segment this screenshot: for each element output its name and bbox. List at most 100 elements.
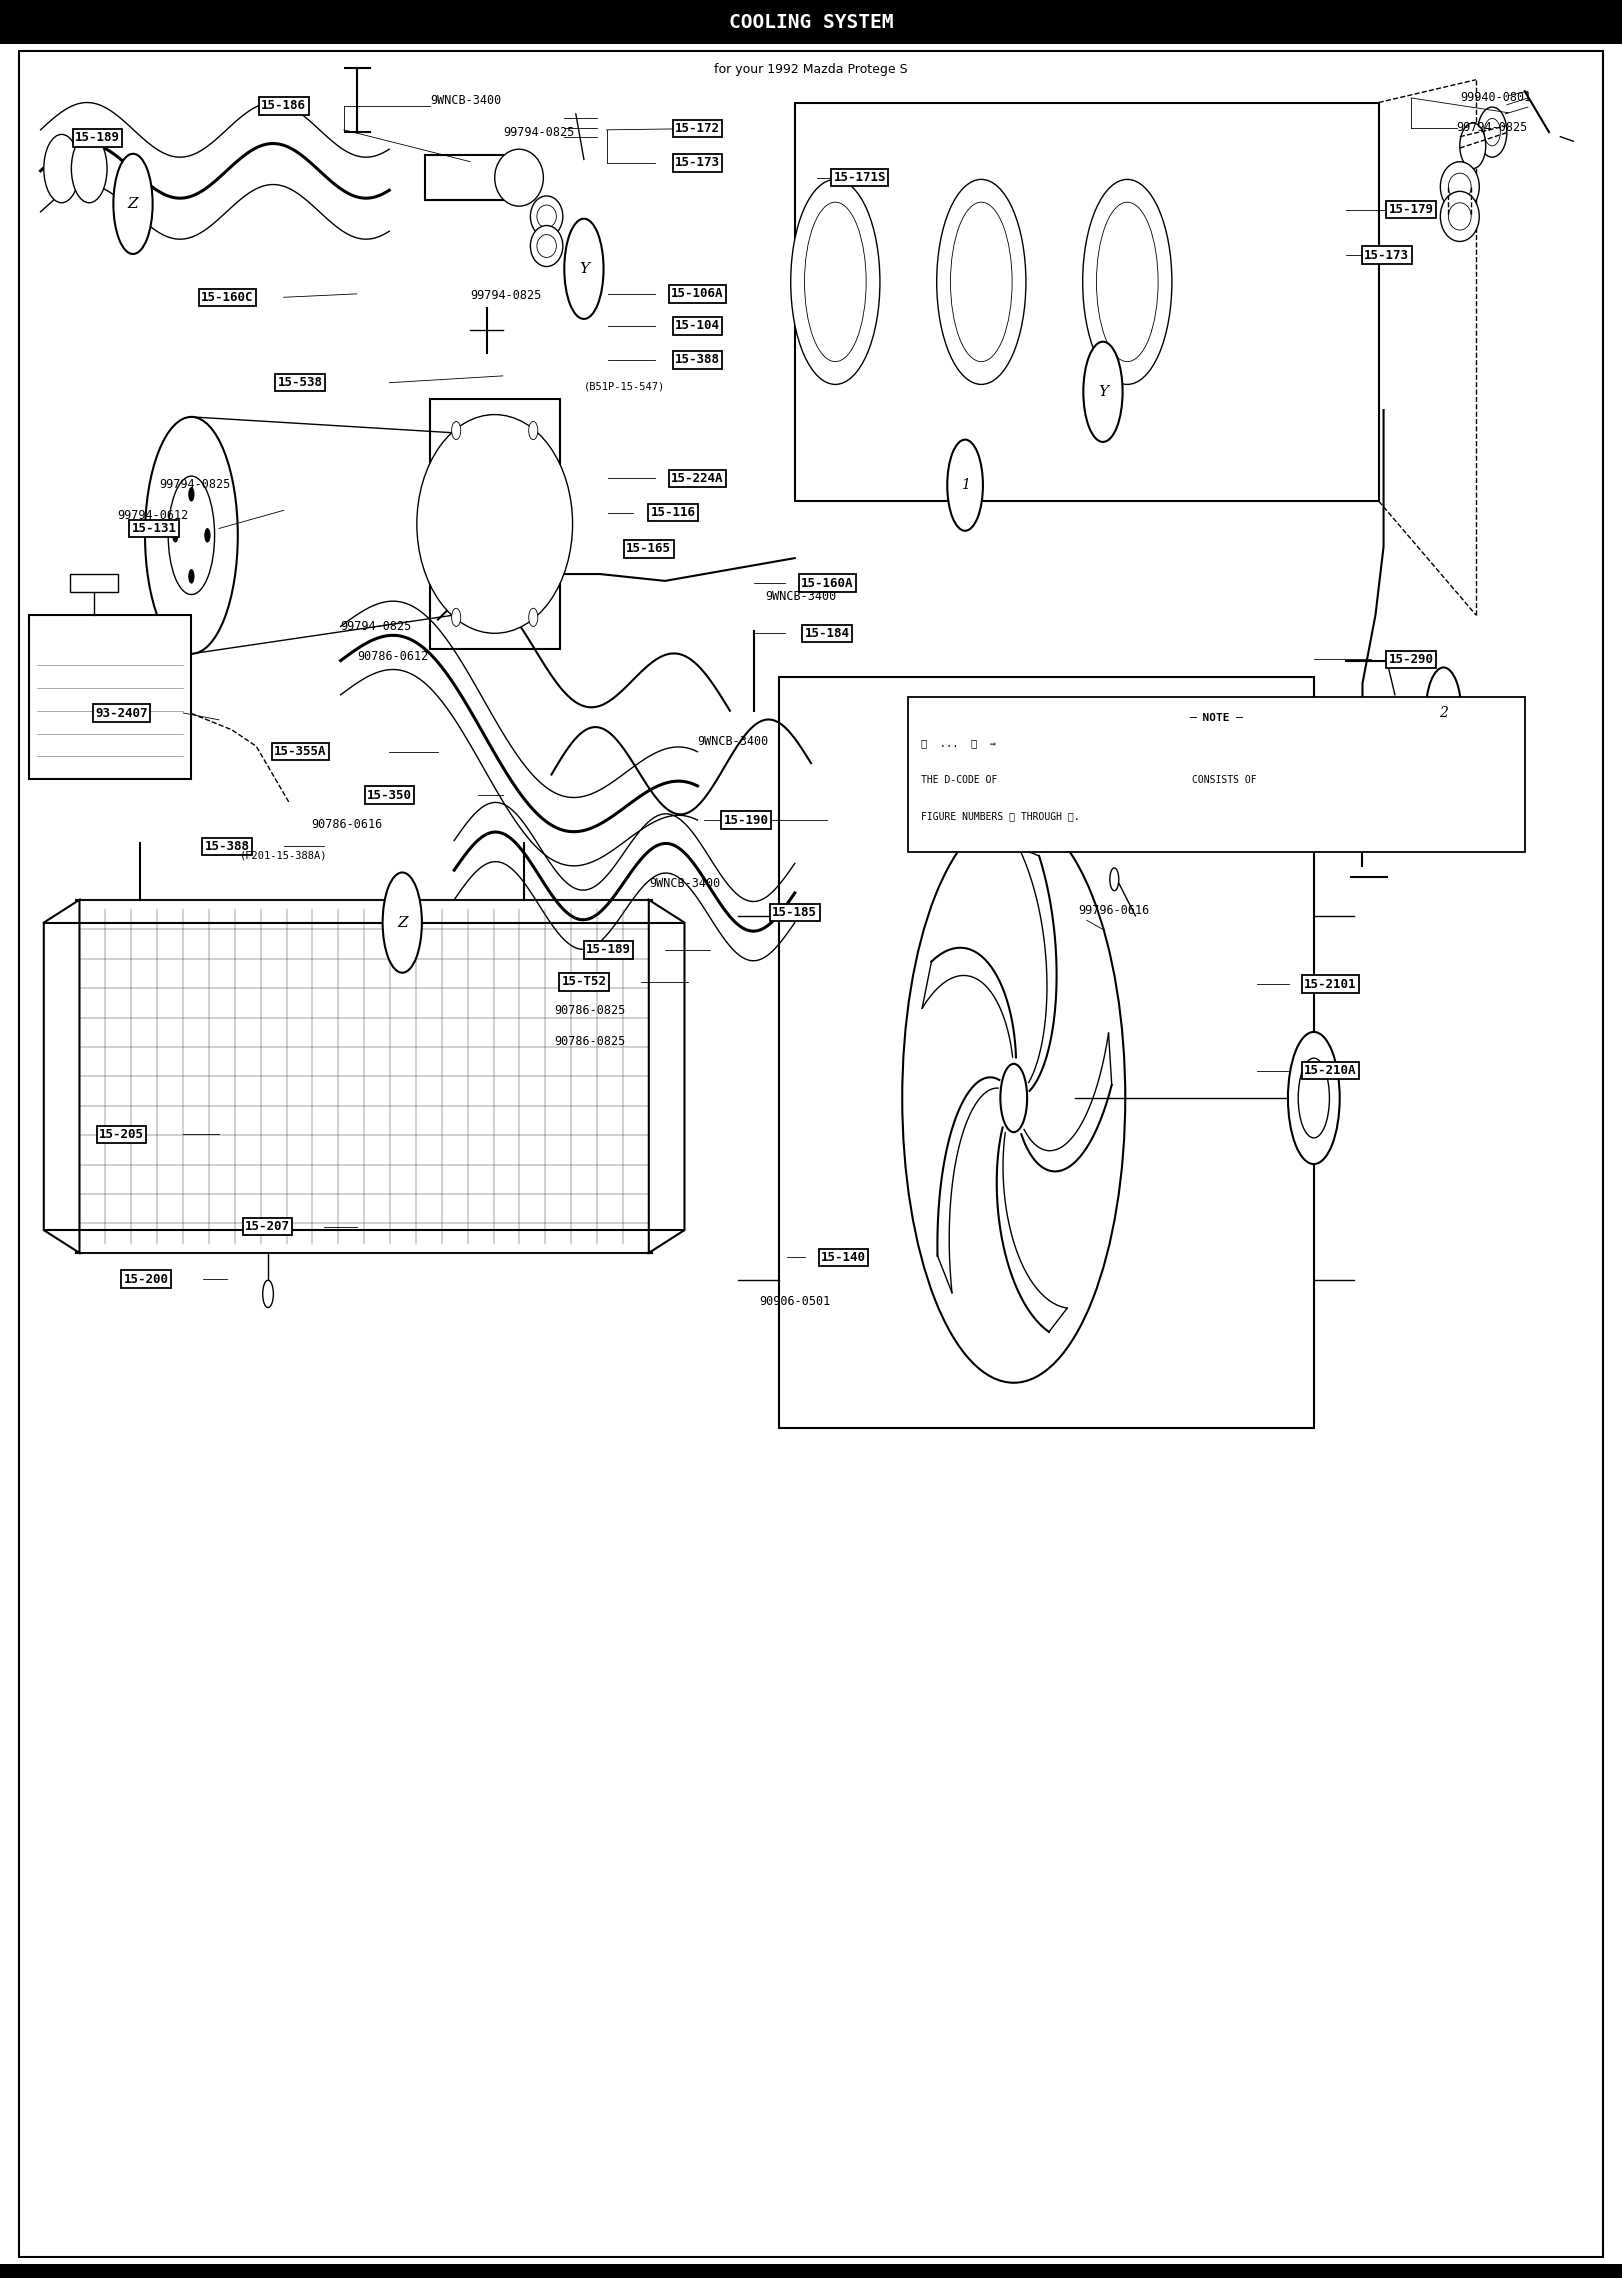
Ellipse shape <box>451 608 461 626</box>
Bar <box>29 615 191 779</box>
Text: 15-2101: 15-2101 <box>1304 977 1356 991</box>
Ellipse shape <box>383 872 422 973</box>
Text: 9WNCB-3400: 9WNCB-3400 <box>649 877 720 891</box>
Text: (B51P-15-547): (B51P-15-547) <box>584 380 665 392</box>
Text: 15-172: 15-172 <box>675 123 720 134</box>
Bar <box>430 399 560 649</box>
Text: for your 1992 Mazda Protege S: for your 1992 Mazda Protege S <box>714 62 908 75</box>
Ellipse shape <box>792 180 881 385</box>
Text: 15-165: 15-165 <box>626 542 672 556</box>
Ellipse shape <box>529 608 539 626</box>
Text: 15-210A: 15-210A <box>1304 1064 1356 1077</box>
Text: (F201-15-388A): (F201-15-388A) <box>240 850 328 861</box>
Text: 99794-0825: 99794-0825 <box>159 478 230 490</box>
Ellipse shape <box>451 421 461 440</box>
Ellipse shape <box>44 134 79 203</box>
Ellipse shape <box>1460 123 1486 169</box>
Ellipse shape <box>1484 118 1500 146</box>
Text: ①  ...  ②  ⇒: ① ... ② ⇒ <box>921 738 996 747</box>
Text: 99794-0825: 99794-0825 <box>470 289 542 301</box>
Bar <box>795 103 1379 501</box>
Text: 15-205: 15-205 <box>99 1128 144 1141</box>
Ellipse shape <box>144 417 238 654</box>
Ellipse shape <box>188 487 195 501</box>
Ellipse shape <box>530 196 563 237</box>
Ellipse shape <box>938 180 1025 385</box>
Text: 15-010S: 15-010S <box>1105 779 1144 788</box>
Text: 9WNCB-3400: 9WNCB-3400 <box>697 736 769 747</box>
Ellipse shape <box>537 235 556 257</box>
Text: 15-116: 15-116 <box>650 506 696 519</box>
Text: Y: Y <box>579 262 589 276</box>
Text: 99794-0612: 99794-0612 <box>117 510 188 522</box>
Text: 15-290: 15-290 <box>1388 654 1434 665</box>
Ellipse shape <box>530 226 563 267</box>
Text: 90786-0825: 90786-0825 <box>555 1034 626 1048</box>
Text: 15-131: 15-131 <box>131 522 177 535</box>
Ellipse shape <box>529 421 539 440</box>
Ellipse shape <box>114 153 152 253</box>
Text: Y: Y <box>1098 385 1108 399</box>
Text: 15-224A: 15-224A <box>672 472 723 485</box>
Polygon shape <box>44 900 79 1253</box>
Text: 15-106A: 15-106A <box>672 287 723 301</box>
Ellipse shape <box>1298 1057 1330 1137</box>
Ellipse shape <box>1109 868 1119 891</box>
Text: 15-171S: 15-171S <box>834 171 886 185</box>
Ellipse shape <box>947 440 983 531</box>
Text: Z: Z <box>397 916 407 929</box>
Text: 15-388: 15-388 <box>675 353 720 367</box>
Polygon shape <box>649 900 684 1253</box>
Text: 15-207: 15-207 <box>245 1221 290 1232</box>
Text: 9WNCB-3400: 9WNCB-3400 <box>430 93 501 107</box>
Ellipse shape <box>1448 173 1471 200</box>
Text: 15-189: 15-189 <box>75 132 120 144</box>
Text: 15-388: 15-388 <box>204 841 250 852</box>
Ellipse shape <box>204 528 211 542</box>
Ellipse shape <box>71 134 107 203</box>
Text: FIGURE NUMBERS ① THROUGH ②.: FIGURE NUMBERS ① THROUGH ②. <box>921 811 1080 820</box>
Ellipse shape <box>1001 1064 1027 1132</box>
Text: 15-140: 15-140 <box>821 1251 866 1264</box>
Text: 15-179: 15-179 <box>1388 203 1434 216</box>
Text: 15-160C: 15-160C <box>201 292 253 303</box>
Text: 99940-0801: 99940-0801 <box>1460 91 1531 105</box>
Bar <box>779 677 1314 1428</box>
Text: 15-287: 15-287 <box>1372 706 1418 718</box>
Text: 99794-0825: 99794-0825 <box>341 620 412 633</box>
Ellipse shape <box>564 219 603 319</box>
Ellipse shape <box>902 813 1126 1383</box>
Ellipse shape <box>417 415 573 633</box>
Text: 15-355A: 15-355A <box>274 745 326 759</box>
Text: 15-173: 15-173 <box>675 157 720 169</box>
Ellipse shape <box>172 528 178 542</box>
Text: 15-350: 15-350 <box>367 788 412 802</box>
Text: 15-010S: 15-010S <box>1135 790 1184 802</box>
Bar <box>0 0 1622 43</box>
Text: 90786-0825: 90786-0825 <box>555 1005 626 1016</box>
Text: 15-010S: 15-010S <box>1406 743 1448 752</box>
Ellipse shape <box>263 1280 274 1308</box>
Ellipse shape <box>1478 107 1507 157</box>
Bar <box>76 900 652 1253</box>
Text: 99796-0616: 99796-0616 <box>1079 904 1150 916</box>
Text: COOLING SYSTEM: COOLING SYSTEM <box>728 14 894 32</box>
Text: 15-200: 15-200 <box>123 1273 169 1285</box>
Ellipse shape <box>188 570 195 583</box>
Ellipse shape <box>1096 203 1158 362</box>
Text: 90786-0616: 90786-0616 <box>311 818 383 831</box>
Text: 15-186: 15-186 <box>261 100 307 112</box>
Ellipse shape <box>950 203 1012 362</box>
Text: ─ NOTE ─: ─ NOTE ─ <box>1189 713 1244 722</box>
Text: Z: Z <box>128 196 138 212</box>
Text: 2: 2 <box>1439 706 1448 720</box>
Text: 9WNCB-3400: 9WNCB-3400 <box>766 590 837 604</box>
Text: 15-190: 15-190 <box>723 813 769 827</box>
Bar <box>70 574 118 592</box>
Text: 15-160A: 15-160A <box>801 576 853 590</box>
Ellipse shape <box>805 203 866 362</box>
Text: THE D-CODE OF: THE D-CODE OF <box>921 775 998 784</box>
Text: 99794-0825: 99794-0825 <box>1457 121 1528 134</box>
Text: 90906-0501: 90906-0501 <box>759 1296 830 1308</box>
Ellipse shape <box>1440 162 1479 212</box>
